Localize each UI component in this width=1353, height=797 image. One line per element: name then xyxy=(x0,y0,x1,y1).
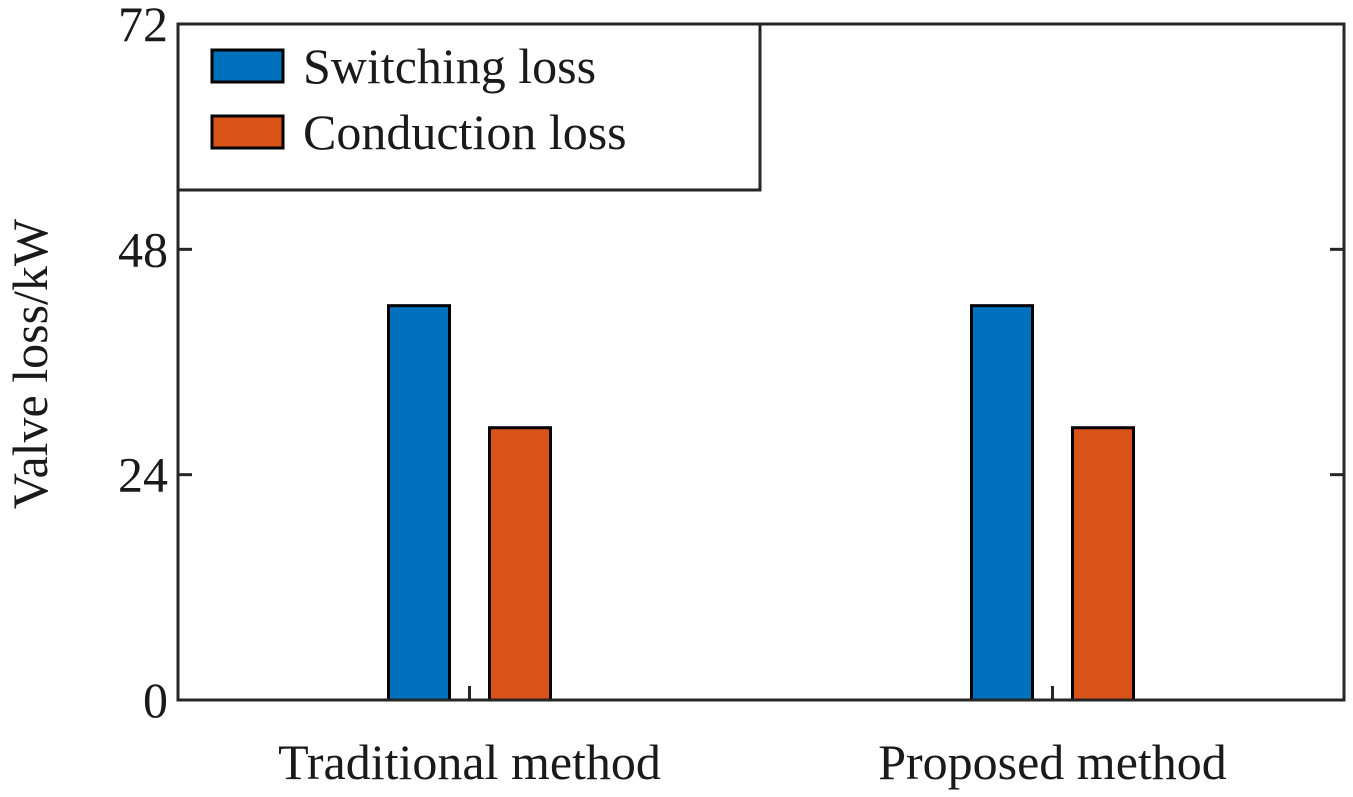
y-tick-label: 0 xyxy=(143,672,168,728)
legend: Switching loss Conduction loss xyxy=(176,22,762,192)
bar-conduction-loss-2 xyxy=(1071,426,1135,702)
x-tick-label: Proposed method xyxy=(878,734,1227,790)
bar-switching-loss-2 xyxy=(970,304,1034,702)
bar-conduction-loss-1 xyxy=(488,426,552,702)
y-tick-label: 24 xyxy=(118,447,168,503)
legend-label: Switching loss xyxy=(303,38,596,94)
legend-swatch-switching-loss xyxy=(210,48,285,84)
x-tick-label: Traditional method xyxy=(278,734,661,790)
y-tick-label: 48 xyxy=(118,221,168,277)
y-axis-title: Valve loss/kW xyxy=(2,218,58,509)
y-tick-label: 72 xyxy=(118,0,168,52)
bars-layer xyxy=(387,304,1135,702)
legend-swatch-conduction-loss xyxy=(210,114,285,150)
bar-switching-loss-1 xyxy=(387,304,451,702)
legend-label: Conduction loss xyxy=(303,104,627,160)
